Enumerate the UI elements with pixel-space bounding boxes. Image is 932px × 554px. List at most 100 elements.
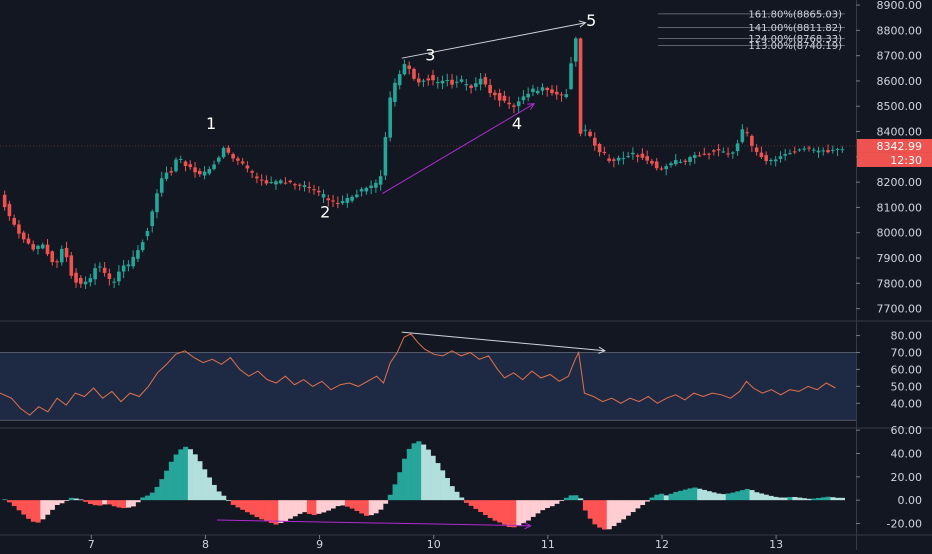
candle-body: [493, 92, 497, 96]
histogram-bar: [725, 493, 731, 501]
candle-body: [654, 161, 659, 169]
candle-body: [388, 97, 392, 138]
histogram-bar: [516, 500, 522, 526]
candle-body: [345, 197, 350, 203]
candle-body: [364, 187, 369, 192]
histogram-bar: [649, 497, 655, 501]
candle-body: [155, 193, 159, 213]
histogram-bar: [54, 500, 60, 505]
price-trendline-white[interactable]: [401, 22, 586, 59]
candle-body: [683, 160, 688, 162]
histogram-bar: [59, 500, 65, 504]
histogram-bar: [149, 492, 155, 501]
histogram-pane[interactable]: [2, 441, 845, 530]
candle-body: [450, 79, 454, 85]
histogram-bar: [540, 500, 546, 511]
histogram-bar: [392, 484, 398, 501]
candle-body: [150, 211, 155, 227]
candle-body: [107, 273, 112, 279]
candle-body: [478, 78, 483, 85]
candle-body: [136, 250, 140, 259]
histogram-bar: [563, 497, 569, 501]
histogram-bar: [183, 446, 189, 501]
candle-body: [435, 82, 440, 84]
histogram-bar: [835, 497, 841, 501]
candle-body: [707, 153, 711, 155]
histogram-bar: [597, 500, 603, 528]
candle-body: [726, 153, 730, 155]
price-y-tick-label: 8500.00: [877, 100, 923, 113]
histogram-bar: [521, 500, 527, 524]
histogram-bar: [321, 500, 327, 513]
histogram-bar: [759, 493, 765, 501]
x-tick-label: 12: [655, 538, 669, 550]
candle-body: [131, 256, 135, 267]
histogram-bar: [197, 461, 203, 501]
candle-body: [397, 74, 402, 86]
histogram-bar: [506, 500, 512, 528]
histogram-bar: [697, 488, 703, 501]
histogram-bar: [778, 497, 784, 501]
candle-body: [702, 153, 707, 155]
candle-body: [564, 94, 569, 98]
candle-body: [126, 264, 131, 267]
candle-body: [550, 89, 554, 94]
histogram-bar: [530, 500, 536, 517]
candle-body: [55, 261, 59, 263]
candle-body: [174, 159, 178, 172]
histogram-bar: [97, 500, 103, 506]
histogram-bar: [287, 500, 293, 519]
candle-body: [288, 180, 293, 183]
histogram-bar: [11, 500, 17, 507]
candle-body: [264, 180, 269, 184]
histogram-bar: [330, 500, 336, 509]
histogram-bar: [378, 500, 384, 510]
histogram-bar: [644, 500, 650, 502]
histogram-bar: [839, 497, 845, 501]
fib-level-label: 113.00%(8740.19): [748, 41, 842, 52]
candle-body: [573, 38, 578, 62]
candle-body: [197, 170, 202, 175]
histogram-y-tick-label: -20.00: [887, 518, 922, 531]
candle-body: [692, 155, 697, 158]
candle-body: [597, 143, 602, 153]
candle-body: [754, 147, 759, 152]
histogram-bar: [7, 500, 13, 503]
candle-body: [207, 168, 212, 174]
histogram-bar: [411, 443, 417, 501]
trendline-arrowhead: [578, 20, 587, 28]
histogram-bar: [126, 500, 132, 508]
candle-body: [731, 152, 735, 154]
candle-body: [79, 277, 83, 284]
candle-body: [512, 105, 516, 107]
rsi-y-tick-label: 40.00: [891, 397, 923, 410]
candle-body: [26, 238, 31, 244]
candle-body: [721, 151, 726, 153]
fib-level-label: 124.00%(8768.33): [748, 34, 842, 45]
histogram-bar: [492, 500, 498, 521]
candle-body: [321, 194, 326, 198]
histogram-bar: [325, 500, 331, 511]
histogram-bar: [168, 461, 174, 501]
candle-body: [193, 167, 197, 173]
histogram-bar: [463, 500, 469, 503]
candle-body: [531, 88, 535, 93]
histogram-bar: [368, 500, 374, 516]
price-y-tick-label: 7800.00: [877, 277, 923, 290]
histogram-bar: [811, 498, 817, 501]
price-y-tick-label: 8100.00: [877, 201, 923, 214]
histogram-bar: [554, 500, 560, 504]
rsi-band: [0, 352, 856, 421]
price-trendline-purple[interactable]: [382, 103, 535, 194]
price-tag-countdown-box: [857, 152, 932, 167]
rsi-trendline[interactable]: [401, 331, 605, 352]
histogram-trendline[interactable]: [216, 519, 531, 527]
candle-body: [835, 148, 840, 150]
histogram-bar: [816, 497, 822, 501]
rsi-pane[interactable]: [0, 331, 856, 421]
price-pane[interactable]: 161.80%(8865.03) 141.00%(8811.82)124.00%(…: [0, 9, 856, 289]
price-tag-price: 8342.99: [877, 140, 923, 153]
